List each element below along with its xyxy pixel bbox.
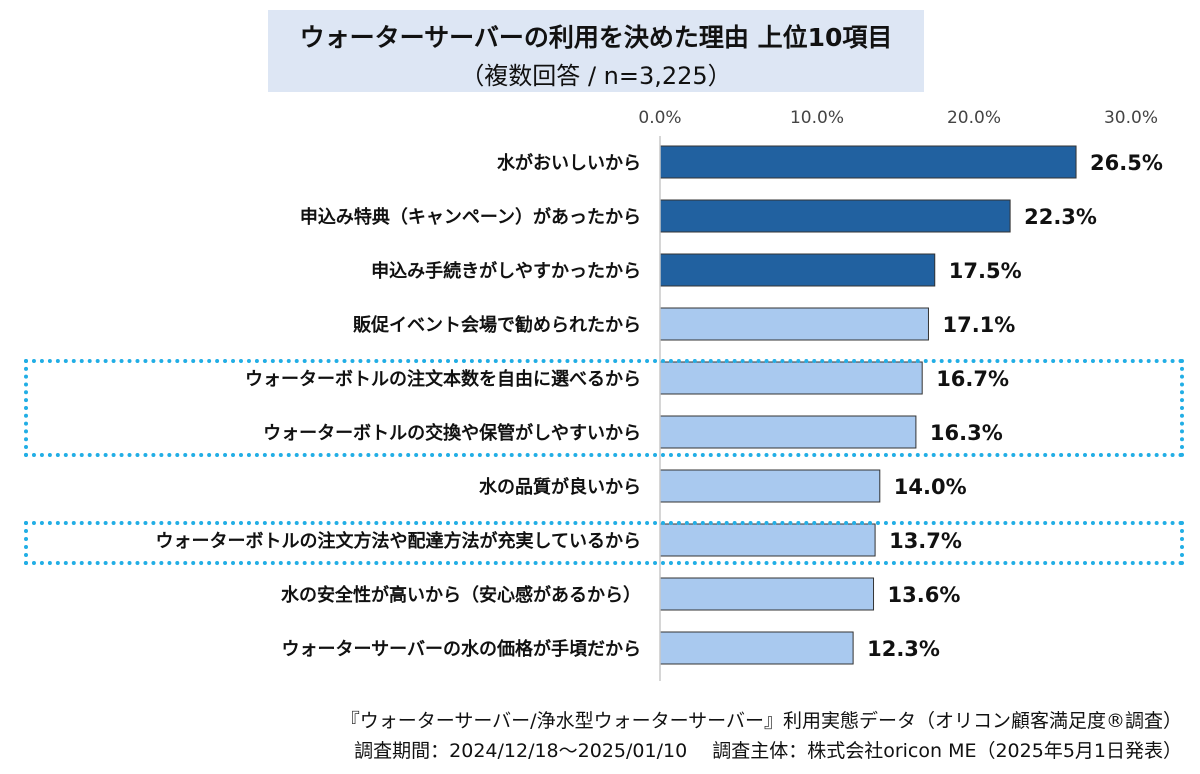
- category-label: 申込み手続きがしやすかったから: [371, 260, 641, 282]
- category-label: ウォーターサーバーの水の価格が手頃だから: [282, 638, 641, 660]
- value-label: 13.7%: [889, 529, 962, 553]
- highlight-box: [24, 521, 1184, 565]
- survey-info: 調査期間：2024/12/18～2025/01/10 調査主体：株式会社oric…: [354, 740, 1182, 762]
- bar: [659, 469, 881, 503]
- category-label: 申込み特典（キャンペーン）があったから: [300, 206, 641, 228]
- value-label: 16.3%: [930, 421, 1003, 445]
- source-note: 『ウォーターサーバー/浄水型ウォーターサーバー』利用実態データ（オリコン顧客満足…: [340, 710, 1182, 732]
- category-label: ウォーターボトルの交換や保管がしやすいから: [263, 422, 641, 444]
- chart-title: ウォーターサーバーの利用を決めた理由 上位10項目: [299, 23, 893, 52]
- bar: [659, 253, 936, 287]
- bar: [659, 631, 854, 665]
- value-label: 16.7%: [936, 367, 1009, 391]
- bar-chart: 0.0% 10.0% 20.0% 30.0% 水がおいしいから 26.5% 申込み特典（キャ…: [156, 108, 1163, 681]
- chart-subtitle: （複数回答 / n=3,225）: [460, 62, 732, 90]
- chart-title-box: ウォーターサーバーの利用を決めた理由 上位10項目 （複数回答 / n=3,22…: [268, 10, 924, 92]
- highlight-box: [24, 359, 1184, 457]
- x-tick-label: 10.0%: [790, 108, 844, 128]
- x-tick-label: 30.0%: [1104, 108, 1158, 128]
- bar: [659, 145, 1077, 179]
- category-label: ウォーターボトルの注文本数を自由に選べるから: [245, 368, 641, 390]
- category-label: 水がおいしいから: [497, 152, 641, 174]
- x-tick-label: 0.0%: [638, 108, 681, 128]
- value-label: 13.6%: [888, 583, 961, 607]
- bar: [659, 361, 923, 395]
- bar: [659, 577, 875, 611]
- value-label: 12.3%: [867, 637, 940, 661]
- value-label: 14.0%: [894, 475, 967, 499]
- bar: [659, 307, 929, 341]
- value-label: 22.3%: [1024, 205, 1097, 229]
- category-label: 水の品質が良いから: [479, 476, 641, 498]
- bar: [659, 199, 1011, 233]
- category-label: ウォーターボトルの注文方法や配達方法が充実しているから: [156, 530, 641, 552]
- x-tick-label: 20.0%: [947, 108, 1001, 128]
- value-label: 17.5%: [949, 259, 1022, 283]
- category-label: 水の安全性が高いから（安心感があるから）: [281, 584, 641, 606]
- bar: [659, 415, 917, 449]
- value-label: 17.1%: [942, 313, 1015, 337]
- category-label: 販促イベント会場で勧められたから: [353, 314, 641, 336]
- value-label: 26.5%: [1090, 151, 1163, 175]
